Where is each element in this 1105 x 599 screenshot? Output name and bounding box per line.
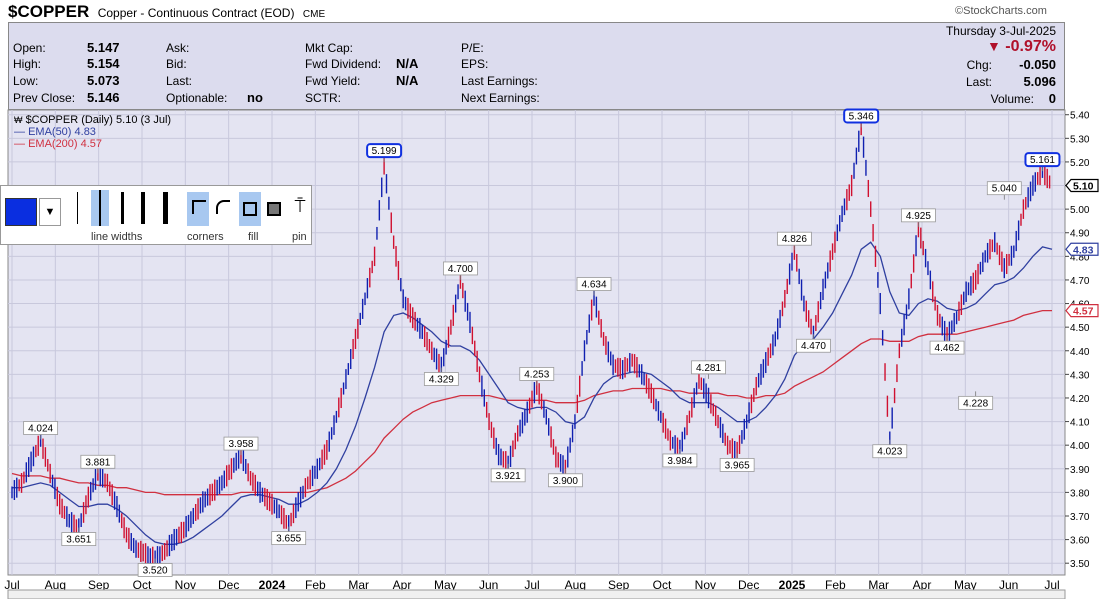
legend-bars-icon: ₩ [14, 115, 23, 125]
y-tick-label: 4.50 [1070, 323, 1090, 334]
y-tick-label: 3.50 [1070, 559, 1090, 570]
annotation-toolbar: ▼ line widths corners fill ⍑ pin [0, 185, 312, 245]
data-label: 4.700 [448, 264, 473, 275]
data-label: 4.470 [801, 341, 826, 352]
y-tick-label: 4.90 [1070, 229, 1090, 240]
data-label: 4.826 [782, 234, 807, 245]
y-tick-label: 3.90 [1070, 465, 1090, 476]
data-label: 4.462 [935, 343, 960, 354]
color-dropdown-chevron-icon[interactable]: ▼ [39, 198, 61, 226]
fill-none-icon[interactable] [239, 192, 261, 226]
last-price-tag: 5.10 [1073, 181, 1094, 193]
legend-ema50: — EMA(50) 4.83 [14, 126, 171, 138]
data-label: 5.199 [372, 146, 397, 157]
data-label: 3.984 [667, 456, 692, 467]
y-tick-label: 3.60 [1070, 536, 1090, 547]
y-tick-label: 5.30 [1070, 134, 1090, 145]
line-width-1[interactable] [77, 192, 78, 224]
data-label: 4.925 [906, 211, 931, 222]
legend-main-text: $COPPER (Daily) 5.10 (3 Jul) [26, 114, 172, 126]
data-label: 5.040 [992, 184, 1017, 195]
plot-area [8, 110, 1065, 575]
y-tick-label: 4.00 [1070, 441, 1090, 452]
fill-caption: fill [248, 231, 258, 243]
data-label: 3.900 [553, 476, 578, 487]
data-label: 3.881 [85, 457, 110, 468]
square-corner-icon[interactable] [187, 192, 209, 226]
data-label: 5.161 [1030, 155, 1055, 166]
y-tick-label: 3.80 [1070, 488, 1090, 499]
legend-ema200-text: EMA(200) 4.57 [28, 138, 102, 150]
line-widths-group [67, 190, 181, 228]
data-label: 4.329 [429, 375, 454, 386]
ema200-tag: 4.57 [1073, 306, 1094, 318]
y-tick-label: 5.20 [1070, 158, 1090, 169]
color-swatch[interactable] [5, 198, 37, 226]
legend-main: ₩ $COPPER (Daily) 5.10 (3 Jul) [14, 114, 171, 126]
pin-icon[interactable]: ⍑ [293, 192, 307, 226]
data-label: 3.655 [276, 534, 301, 545]
data-label: 4.281 [696, 363, 721, 374]
round-corner-icon[interactable] [211, 192, 233, 226]
line-widths-caption: line widths [91, 231, 142, 243]
y-tick-label: 4.70 [1070, 276, 1090, 287]
data-label: 4.634 [582, 280, 607, 291]
y-tick-label: 4.20 [1070, 394, 1090, 405]
lower-panel-edge [8, 590, 1065, 599]
y-tick-label: 3.70 [1070, 512, 1090, 523]
data-label: 4.228 [963, 398, 988, 409]
fill-solid-icon[interactable] [263, 192, 285, 226]
line-width-2-selected[interactable] [91, 190, 109, 226]
y-tick-label: 5.40 [1070, 111, 1090, 122]
data-label: 3.520 [143, 565, 168, 576]
data-label: 5.346 [849, 111, 874, 122]
line-width-5[interactable] [163, 192, 168, 224]
pin-caption: pin [292, 231, 307, 243]
y-tick-label: 5.00 [1070, 205, 1090, 216]
data-label: 3.651 [66, 535, 91, 546]
chart-legend: ₩ $COPPER (Daily) 5.10 (3 Jul) — EMA(50)… [14, 114, 171, 150]
y-tick-label: 4.40 [1070, 347, 1090, 358]
line-width-4[interactable] [141, 192, 145, 224]
data-label: 4.024 [28, 424, 53, 435]
legend-ema50-text: EMA(50) 4.83 [28, 126, 96, 138]
data-label: 3.965 [725, 460, 750, 471]
corners-caption: corners [187, 231, 224, 243]
ema50-tag: 4.83 [1073, 244, 1094, 256]
y-tick-label: 4.10 [1070, 418, 1090, 429]
data-label: 3.921 [496, 471, 521, 482]
data-label: 3.958 [228, 439, 253, 450]
y-tick-label: 4.30 [1070, 370, 1090, 381]
data-label: 4.023 [877, 447, 902, 458]
legend-ema200: — EMA(200) 4.57 [14, 138, 171, 150]
data-label: 4.253 [524, 369, 549, 380]
line-width-3[interactable] [121, 192, 124, 224]
y-axis: 5.405.305.205.105.004.904.804.704.604.50… [1065, 111, 1098, 570]
